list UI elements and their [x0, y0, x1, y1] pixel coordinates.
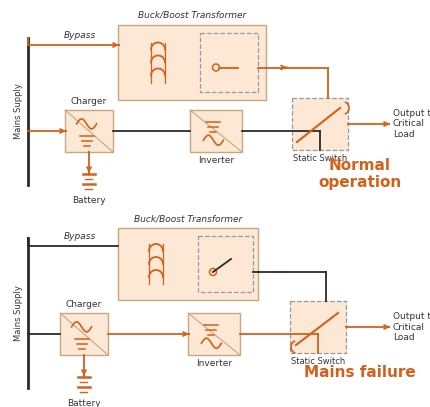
Text: Bypass: Bypass: [64, 232, 96, 241]
Bar: [118, 228, 258, 300]
Bar: [118, 25, 265, 100]
Bar: [197, 236, 252, 292]
Text: Battery: Battery: [67, 399, 101, 407]
Text: Static Switch: Static Switch: [290, 357, 344, 366]
Text: Normal
operation: Normal operation: [318, 158, 401, 190]
Text: Charger: Charger: [66, 300, 102, 309]
Text: Inverter: Inverter: [196, 359, 231, 368]
Bar: [291, 98, 347, 150]
Text: Battery: Battery: [72, 196, 106, 205]
Bar: [187, 313, 240, 355]
Text: Mains failure: Mains failure: [304, 365, 415, 380]
Text: Mains Supply: Mains Supply: [15, 83, 24, 140]
Text: Output to
Critical
Load: Output to Critical Load: [392, 109, 430, 139]
Bar: [190, 110, 241, 152]
Text: Buck/Boost Transformer: Buck/Boost Transformer: [138, 11, 246, 20]
Bar: [60, 313, 108, 355]
Text: Output to
Critical
Load: Output to Critical Load: [392, 312, 430, 342]
Text: Static Switch: Static Switch: [292, 154, 346, 163]
Text: Mains Supply: Mains Supply: [15, 285, 24, 341]
Text: Inverter: Inverter: [197, 156, 233, 165]
Text: Buck/Boost Transformer: Buck/Boost Transformer: [134, 214, 242, 223]
Bar: [65, 110, 113, 152]
Bar: [289, 301, 345, 353]
Bar: [200, 33, 258, 92]
Text: Charger: Charger: [71, 97, 107, 106]
Text: Bypass: Bypass: [64, 31, 96, 40]
